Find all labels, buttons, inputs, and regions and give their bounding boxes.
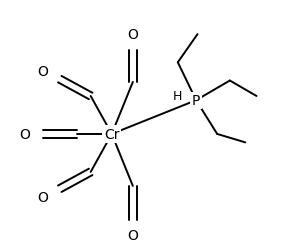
Text: O: O (38, 191, 48, 204)
Text: O: O (127, 28, 138, 42)
Text: Cr: Cr (104, 128, 120, 141)
Text: O: O (38, 65, 48, 78)
Text: O: O (19, 128, 30, 141)
Text: P: P (192, 94, 200, 108)
Text: H: H (173, 90, 182, 103)
Text: O: O (127, 228, 138, 242)
